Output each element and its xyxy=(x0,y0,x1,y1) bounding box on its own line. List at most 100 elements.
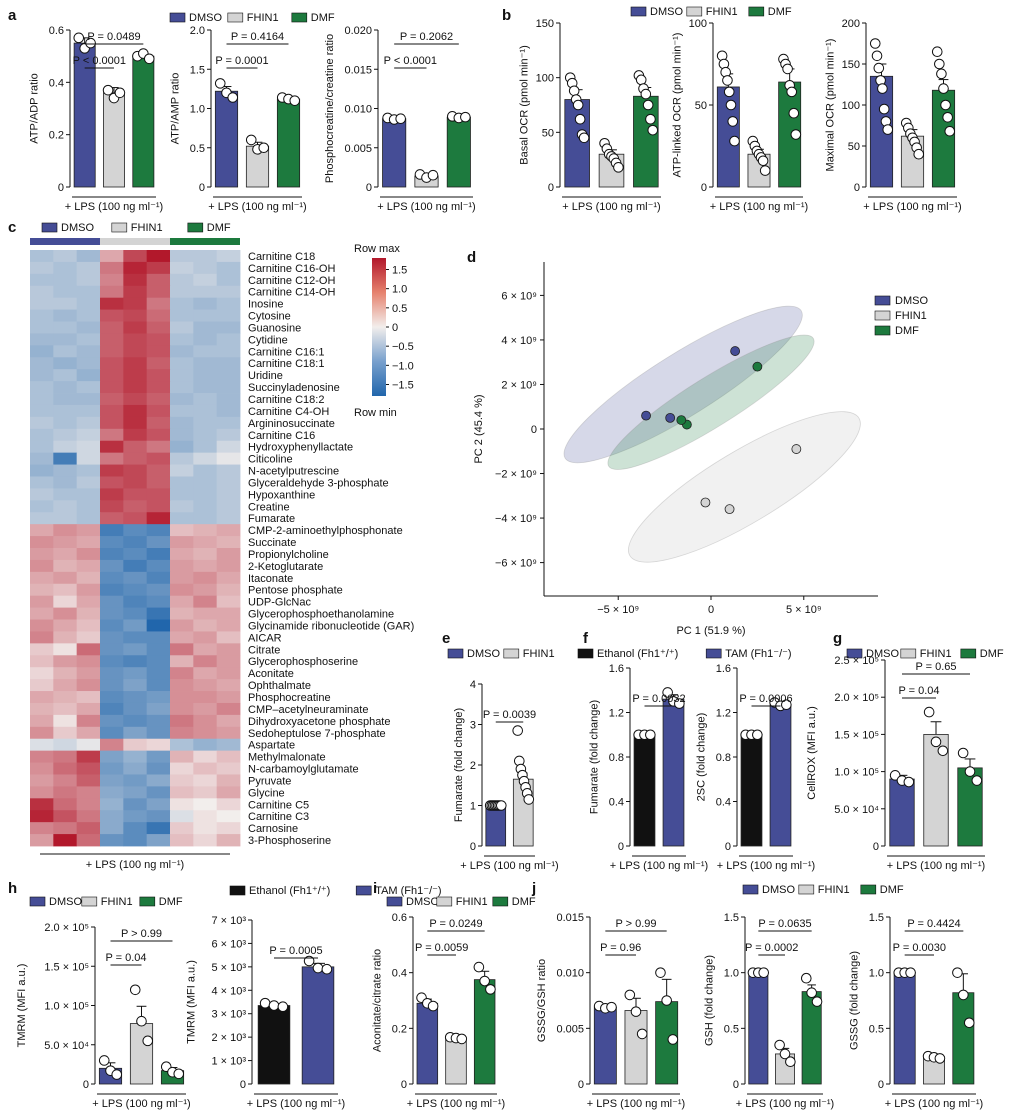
y-tick-label: 0 xyxy=(733,1079,739,1091)
heatmap-row-label: Carnitine C4-OH xyxy=(248,406,329,418)
heatmap-row-label: Cytosine xyxy=(248,311,291,323)
heatmap-cell xyxy=(123,810,148,823)
pca-point-dmso xyxy=(730,346,741,356)
panel-letter-a: a xyxy=(8,7,17,24)
heatmap-cell xyxy=(193,464,218,477)
colorbar-tick-label: 1.0 xyxy=(392,284,407,296)
heatmap-row-label: Carnitine C14-OH xyxy=(248,287,335,299)
heatmap-row-label: Hydroxyphenyllactate xyxy=(248,442,353,454)
heatmap-cell xyxy=(146,428,171,442)
heatmap-cell xyxy=(100,774,124,787)
pca-point-dmf xyxy=(676,415,687,425)
heatmap-cell xyxy=(30,834,54,847)
heatmap-cell xyxy=(53,536,78,549)
chart-h2: 0 1 × 10³ 2 × 10³ 3 × 10³ 4 × 10³ 5 × 10³ 6 × … xyxy=(186,915,346,1110)
data-point xyxy=(800,972,812,984)
heatmap-cell xyxy=(53,559,78,573)
y-tick-label: 0.5 xyxy=(869,1023,884,1035)
heatmap-cell xyxy=(216,631,241,644)
heatmap-cell xyxy=(53,691,78,704)
heatmap-cell xyxy=(216,452,241,465)
heatmap-cell xyxy=(216,416,241,430)
legend-swatch xyxy=(81,896,98,907)
heatmap-cell xyxy=(146,631,171,644)
heatmap-cell xyxy=(30,762,54,775)
legend-swatch xyxy=(29,896,46,907)
y-tick-label: 4 xyxy=(470,679,476,691)
y-tick-label: 7 × 10³ xyxy=(211,915,246,927)
heatmap-cell xyxy=(76,726,101,740)
legend-label: DMF xyxy=(159,896,183,908)
colorbar-max-label: Row max xyxy=(354,243,400,255)
heatmap-cell xyxy=(30,404,54,418)
heatmap-cell xyxy=(123,524,148,537)
heatmap-cell xyxy=(123,750,148,763)
y-tick-label: 50 xyxy=(695,100,707,112)
heatmap-cell xyxy=(146,536,171,549)
bar-fhin1 xyxy=(103,92,125,188)
heatmap-cell xyxy=(30,381,54,394)
y-axis-label: Phosphocreatine/creatine ratio xyxy=(324,34,336,183)
data-point xyxy=(227,92,239,103)
data-point xyxy=(811,996,823,1007)
heatmap-cell xyxy=(193,702,218,716)
heatmap-cell xyxy=(146,452,171,465)
legend-f: Ethanol (Fh1⁺/⁺) TAM (Fh1⁻/⁻) xyxy=(577,648,792,660)
lps-label: + LPS (100 ng ml⁻¹) xyxy=(587,1098,685,1110)
legend-a: DMSO FHIN1 DMF xyxy=(169,12,335,24)
y-tick-label: 0 xyxy=(701,182,707,194)
heatmap-cell xyxy=(53,798,78,811)
legend-h2: Ethanol (Fh1⁺/⁺) TAM (Fh1⁻/⁻) xyxy=(229,885,442,897)
legend-label: DMSO xyxy=(895,295,928,307)
group-strip-dmf xyxy=(170,238,240,245)
panel-letter-j: j xyxy=(531,880,536,897)
heatmap-cell xyxy=(123,261,148,275)
heatmap-cell xyxy=(30,691,54,704)
heatmap-cell xyxy=(216,345,241,358)
heatmap-cell xyxy=(123,786,148,799)
heatmap-cell xyxy=(76,762,101,775)
heatmap-cell xyxy=(193,357,218,370)
heatmap-cell xyxy=(76,595,101,608)
heatmap-cell xyxy=(216,393,241,406)
p-value-label: P = 0.0489 xyxy=(87,31,140,43)
lps-label: + LPS (100 ng ml⁻¹) xyxy=(460,860,558,872)
heatmap-cell xyxy=(100,738,124,752)
heatmap-cell xyxy=(100,285,124,299)
panel-letter-f: f xyxy=(583,630,589,647)
heatmap-cell xyxy=(123,738,148,752)
legend-swatch xyxy=(503,648,520,659)
heatmap-cell xyxy=(123,679,148,692)
pca-point-fhin1 xyxy=(700,497,711,508)
pca-point-dmf xyxy=(752,361,763,372)
heatmap-cell xyxy=(100,571,124,585)
legend-swatch xyxy=(187,222,204,233)
heatmap-cell xyxy=(216,524,241,537)
y-tick-label: 1.5 xyxy=(869,912,884,924)
y-axis-label: Aconitate/citrate ratio xyxy=(371,949,383,1052)
data-point xyxy=(645,113,656,125)
data-point xyxy=(877,83,888,94)
heatmap-cell xyxy=(170,309,194,322)
bar-ethanol xyxy=(740,734,763,847)
heatmap-cell xyxy=(216,440,241,454)
heatmap-cell xyxy=(216,536,241,549)
heatmap-cell xyxy=(76,559,101,573)
heatmap-cell xyxy=(146,369,171,382)
heatmap-row-label: 2-Ketoglutarate xyxy=(248,561,323,573)
p-value-label: P > 0.99 xyxy=(121,928,162,940)
legend-swatch xyxy=(111,222,128,233)
y-tick-label: 1.5 xyxy=(190,64,205,76)
heatmap-cell xyxy=(30,297,54,310)
p-value-label: P > 0.99 xyxy=(615,918,656,930)
heatmap-row-label: AICAR xyxy=(248,632,282,644)
heatmap-cell xyxy=(146,643,171,656)
heatmap-row-label: Dihydroxyacetone phosphate xyxy=(248,716,390,728)
heatmap-cell xyxy=(100,655,124,668)
heatmap-cell xyxy=(170,762,194,775)
heatmap-cell xyxy=(100,595,124,608)
heatmap-cell xyxy=(193,571,218,585)
heatmap-cell xyxy=(123,369,148,382)
data-point xyxy=(729,135,740,147)
heatmap-row-label: Citicoline xyxy=(248,454,293,466)
